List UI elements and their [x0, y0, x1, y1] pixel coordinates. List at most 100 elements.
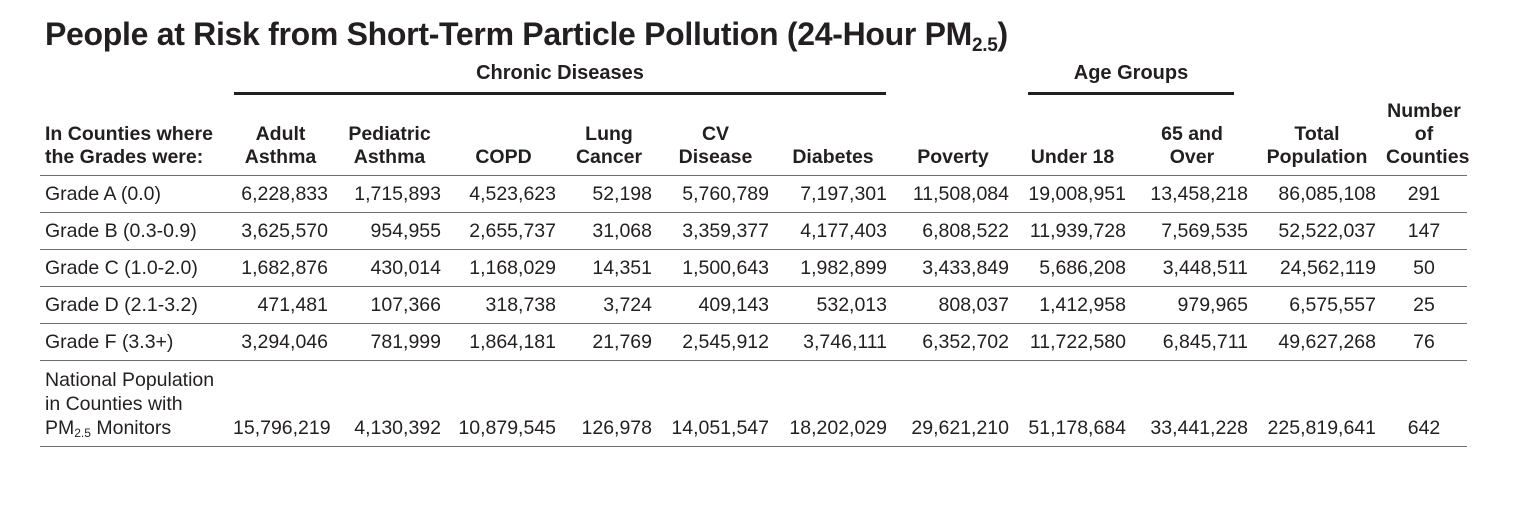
row-label: Grade B (0.3-0.9) [45, 219, 197, 242]
table-cell: 49,627,268 [1278, 330, 1376, 353]
table-row: Grade F (3.3+) 3,294,046 781,999 1,864,181 2… [40, 324, 1467, 361]
national-label-part: 2.5 [74, 426, 91, 440]
table-cell: 86,085,108 [1278, 182, 1376, 205]
column-header-line: Asthma [353, 146, 426, 168]
national-label-part: PM [45, 417, 75, 439]
table-cell: 1,412,958 [1039, 293, 1126, 316]
table-cell: 6,575,557 [1289, 293, 1376, 316]
table-cell: 7,569,535 [1161, 219, 1248, 242]
table-cell: 979,965 [1177, 293, 1249, 316]
national-cell: 18,202,029 [789, 417, 887, 439]
national-label-part: National Population [45, 369, 215, 391]
table-cell: 1,168,029 [469, 256, 556, 279]
column-header: 65 and Over [1131, 100, 1253, 176]
table-cell: 6,352,702 [922, 330, 1009, 353]
column-header-line: Diabetes [792, 146, 874, 168]
table-row: Grade A (0.0) 6,228,833 1,715,893 4,523,623… [40, 176, 1467, 213]
table-cell: 14,351 [592, 256, 652, 279]
table-cell: 409,143 [698, 293, 770, 316]
table-cell: 1,682,876 [241, 256, 328, 279]
row-label: Grade D (2.1-3.2) [45, 293, 198, 316]
table-cell: 2,545,912 [682, 330, 769, 353]
national-cell: 4,130,392 [354, 417, 441, 439]
national-cell: 10,879,545 [458, 417, 556, 439]
table-cell: 808,037 [938, 293, 1010, 316]
table-cell: 3,746,111 [803, 330, 887, 353]
table-cell: 7,197,301 [800, 182, 887, 205]
row-label: Grade C (1.0-2.0) [45, 256, 198, 279]
table-cell: 1,715,893 [354, 182, 441, 205]
column-header-line: Population [1266, 146, 1368, 168]
column-header: Pediatric Asthma [333, 100, 446, 176]
table-cell: 318,738 [485, 293, 557, 316]
column-header: Number of Counties [1381, 100, 1470, 176]
table-cell: 13,458,218 [1150, 182, 1248, 205]
age-groups-divider [1028, 92, 1234, 95]
table-cell: 76 [1413, 330, 1435, 353]
table-row: Grade C (1.0-2.0) 1,682,876 430,014 1,168,0… [40, 250, 1467, 287]
table-cell: 430,014 [370, 256, 442, 279]
table-cell: 52,198 [592, 182, 652, 205]
national-cell: 225,819,641 [1267, 417, 1376, 439]
table-cell: 147 [1407, 219, 1441, 242]
national-cell: 14,051,547 [671, 417, 769, 439]
column-header-line: the Grades were: [45, 146, 204, 168]
table-cell: 25 [1413, 293, 1435, 316]
risk-table: In Counties where the Grades were: Adult As… [40, 100, 1470, 447]
national-label-part: Monitors [90, 417, 172, 439]
column-header-line: Pediatric [348, 123, 431, 145]
row-label: Grade A (0.0) [45, 182, 161, 205]
national-cell: 642 [1407, 417, 1441, 439]
table-cell: 21,769 [592, 330, 652, 353]
column-header: CV Disease [657, 100, 774, 176]
table-cell: 107,366 [370, 293, 442, 316]
table-cell: 781,999 [370, 330, 442, 353]
column-header: In Counties where the Grades were: [40, 100, 228, 176]
table-cell: 5,686,208 [1039, 256, 1126, 279]
table-cell: 471,481 [257, 293, 329, 316]
column-header-line: CV [701, 123, 730, 145]
column-header: Poverty [892, 100, 1014, 176]
table-cell: 532,013 [816, 293, 888, 316]
page-title: People at Risk from Short-Term Particle … [45, 16, 1008, 56]
table-cell: 50 [1413, 256, 1435, 279]
table-cell: 6,845,711 [1162, 330, 1248, 353]
table-cell: 5,760,789 [682, 182, 769, 205]
column-header: Total Population [1253, 100, 1381, 176]
column-header: Lung Cancer [561, 100, 657, 176]
table-cell: 3,359,377 [682, 219, 769, 242]
table-row: Grade B (0.3-0.9) 3,625,570 954,955 2,655,7… [40, 213, 1467, 250]
column-header-line: Under 18 [1030, 146, 1115, 168]
table-cell: 24,562,119 [1279, 256, 1376, 279]
column-header-line: Poverty [917, 146, 989, 168]
national-cell: 33,441,228 [1150, 417, 1248, 439]
column-header-line: 65 and [1161, 123, 1223, 145]
column-header-line: COPD [475, 146, 532, 168]
chronic-diseases-divider [234, 92, 886, 95]
column-header-line: In Counties where [45, 123, 213, 145]
table-cell: 291 [1407, 182, 1441, 205]
column-header-line: Cancer [575, 146, 643, 168]
table-cell: 3,724 [603, 293, 652, 316]
table-cell: 52,522,037 [1278, 219, 1376, 242]
table-cell: 3,294,046 [241, 330, 328, 353]
national-cell: 51,178,684 [1028, 417, 1126, 439]
national-cell: 15,796,219 [233, 417, 331, 439]
column-header-line: Total [1294, 123, 1340, 145]
table-cell: 6,808,522 [922, 219, 1009, 242]
table-cell: 4,177,403 [800, 219, 887, 242]
table-cell: 19,008,951 [1028, 182, 1126, 205]
column-header-line: Lung [585, 123, 633, 145]
column-header-line: Number [1387, 100, 1461, 122]
column-header-line: Adult [255, 123, 306, 145]
column-header-line: Asthma [244, 146, 317, 168]
table-cell: 11,508,084 [912, 182, 1009, 205]
table-cell: 1,982,899 [800, 256, 887, 279]
table-cell: 1,864,181 [469, 330, 556, 353]
row-label: Grade F (3.3+) [45, 330, 174, 353]
table-cell: 11,722,580 [1029, 330, 1126, 353]
table-cell: 954,955 [370, 219, 442, 242]
column-header: Diabetes [774, 100, 892, 176]
column-header-line: Counties [1386, 146, 1470, 168]
national-row-label: National Population in Counties with PM2.5… [40, 361, 228, 447]
